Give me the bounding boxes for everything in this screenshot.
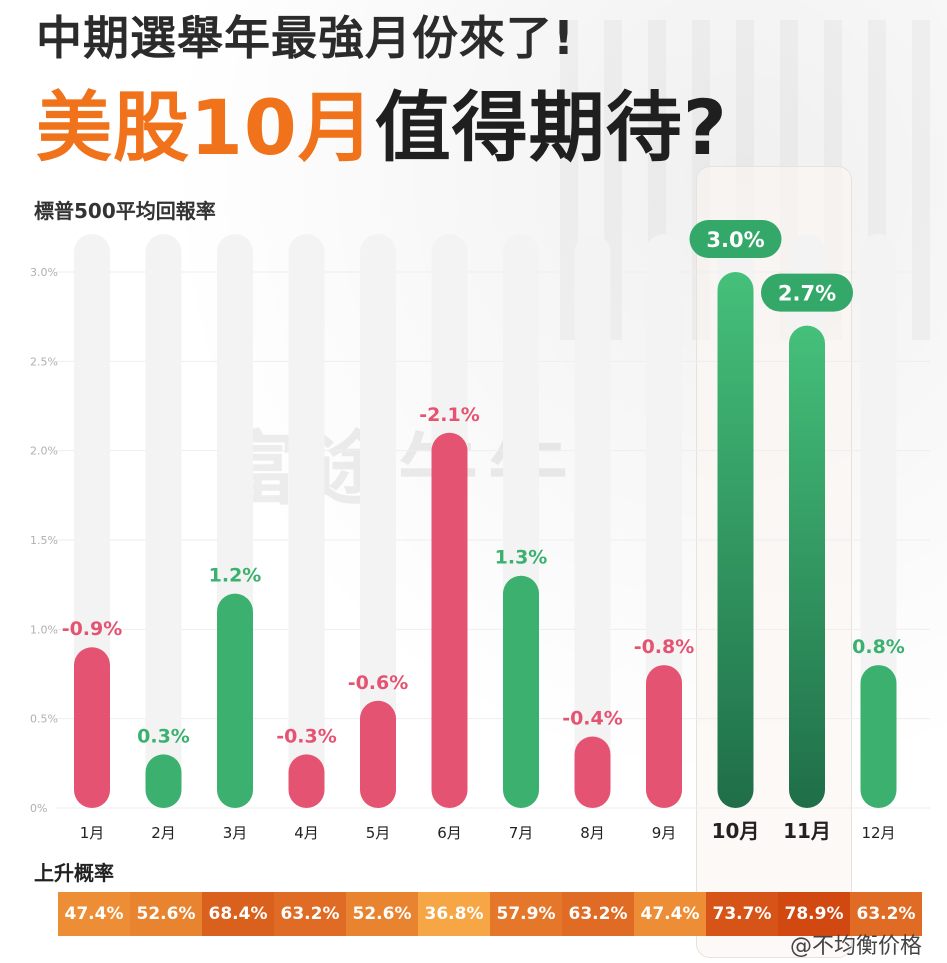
probability-cell: 47.4% xyxy=(634,892,706,936)
y-tick-label: 0% xyxy=(30,802,47,815)
probability-cell: 63.2% xyxy=(850,892,922,936)
value-label: 0.3% xyxy=(137,725,190,747)
bar xyxy=(145,754,182,808)
y-tick-label: 2.5% xyxy=(30,355,58,368)
probability-cell: 47.4% xyxy=(58,892,130,936)
probability-cell: 63.2% xyxy=(562,892,634,936)
bar xyxy=(646,665,682,808)
x-tick-label: 7月 xyxy=(509,824,534,842)
probability-cell: 78.9% xyxy=(778,892,850,936)
bar xyxy=(74,647,110,808)
bar xyxy=(860,665,897,808)
x-tick-label: 1月 xyxy=(80,824,105,842)
x-tick-label: 6月 xyxy=(437,824,462,842)
bar xyxy=(288,754,325,808)
credit-text: @不均衡价格 xyxy=(790,934,923,959)
y-tick-label: 1.0% xyxy=(30,623,58,636)
bar xyxy=(717,272,754,808)
x-tick-label: 10月 xyxy=(712,819,760,843)
x-tick-label: 4月 xyxy=(294,824,319,842)
bar-track xyxy=(360,234,396,808)
bar xyxy=(789,325,825,808)
probability-cell: 68.4% xyxy=(202,892,274,936)
probability-cell: 36.8% xyxy=(418,892,490,936)
probability-cell: 52.6% xyxy=(130,892,202,936)
y-tick-label: 2.0% xyxy=(30,445,58,458)
headline: 中期選舉年最強月份來了! xyxy=(36,11,575,65)
bar-track xyxy=(574,234,611,808)
bar xyxy=(503,575,539,808)
bar-track xyxy=(646,234,682,808)
x-tick-label: 8月 xyxy=(580,824,605,842)
y-tick-label: 1.5% xyxy=(30,534,58,547)
x-tick-label: 12月 xyxy=(861,824,895,842)
x-tick-label: 11月 xyxy=(783,819,831,843)
x-tick-label: 5月 xyxy=(366,824,391,842)
value-label: -0.6% xyxy=(348,672,409,694)
x-tick-label: 3月 xyxy=(223,824,248,842)
probability-label: 上升概率 xyxy=(34,861,114,885)
bar xyxy=(574,736,611,808)
y-tick-label: 0.5% xyxy=(30,713,58,726)
y-axis-label: 標普500平均回報率 xyxy=(34,199,216,223)
bar xyxy=(360,700,396,808)
probability-row: 47.4% 52.6% 68.4% 63.2% 52.6% 36.8% 57.9% 63.2%… xyxy=(58,892,922,936)
main-title-highlight: 美股10月 xyxy=(36,83,375,172)
value-label: -0.8% xyxy=(634,636,695,658)
y-tick-label: 3.0% xyxy=(30,266,58,279)
value-label: 3.0% xyxy=(706,228,764,252)
value-label: 1.2% xyxy=(209,565,262,587)
value-label-pill xyxy=(689,220,782,258)
x-tick-label: 2月 xyxy=(151,824,176,842)
probability-cell: 73.7% xyxy=(706,892,778,936)
value-label: 2.7% xyxy=(778,282,836,306)
main-title-rest: 值得期待? xyxy=(374,83,728,172)
value-label: 0.8% xyxy=(852,636,905,658)
bar xyxy=(431,432,468,808)
probability-cell: 57.9% xyxy=(490,892,562,936)
main-title: 美股10月值得期待? xyxy=(36,66,728,176)
probability-cell: 63.2% xyxy=(274,892,346,936)
x-tick-label: 9月 xyxy=(652,824,677,842)
value-label: -0.3% xyxy=(276,725,337,747)
bar-track xyxy=(145,234,182,808)
probability-cell: 52.6% xyxy=(346,892,418,936)
value-label: -2.1% xyxy=(419,404,480,426)
value-label-pill xyxy=(761,273,853,312)
value-label: -0.9% xyxy=(62,618,123,640)
bar-track xyxy=(288,234,325,808)
value-label: -0.4% xyxy=(562,708,623,730)
bar-track xyxy=(860,234,897,808)
value-label: 1.3% xyxy=(495,547,548,569)
bar xyxy=(217,593,253,808)
